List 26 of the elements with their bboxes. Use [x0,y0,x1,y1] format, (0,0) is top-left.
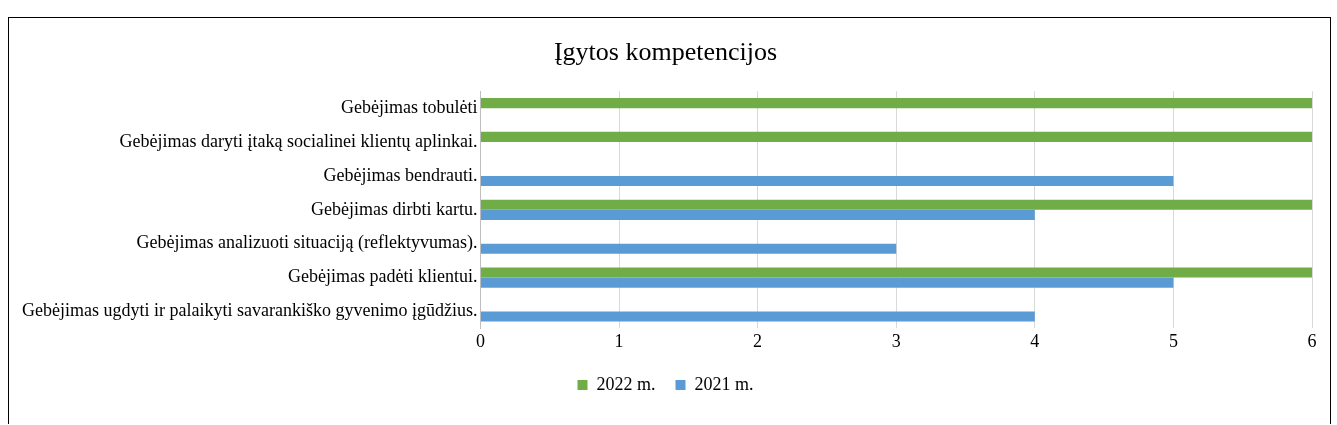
bar [480,131,1312,143]
x-tick-label: 4 [1030,330,1040,351]
legend-label: 2022 m. [596,373,656,394]
y-tick-label: Gebėjimas bendrauti. [323,164,478,185]
bar [480,243,897,254]
y-tick-label: Gebėjimas analizuoti situaciją (reflektyvumas). [136,232,478,254]
x-tick-label: 3 [891,330,901,351]
chart-title: Įgytos kompetencijos [553,37,778,67]
y-tick-label: Gebėjimas tobulėti [340,96,478,117]
bar [480,199,1312,210]
y-tick-label: Gebėjimas ugdyti ir palaikyti savarankiško gyvenimo įgūdžius. [21,300,478,321]
bar [480,209,1035,220]
bar [480,277,1174,288]
bar [480,97,1312,109]
y-tick-label: Gebėjimas daryti įtaką socialinei klientų aplinkai. [119,130,478,151]
x-tick-label: 0 [475,330,485,351]
legend-label: 2021 m. [694,373,754,394]
x-tick-label: 6 [1307,330,1317,351]
bar [480,267,1312,278]
x-tick-label: 5 [1168,330,1178,351]
y-tick-label: Gebėjimas padėti klientui. [287,266,478,287]
bar [480,175,1174,187]
x-tick-label: 1 [614,330,624,351]
y-tick-label: Gebėjimas dirbti kartu. [310,198,478,219]
x-tick-label: 2 [753,330,763,351]
bar [480,311,1035,322]
